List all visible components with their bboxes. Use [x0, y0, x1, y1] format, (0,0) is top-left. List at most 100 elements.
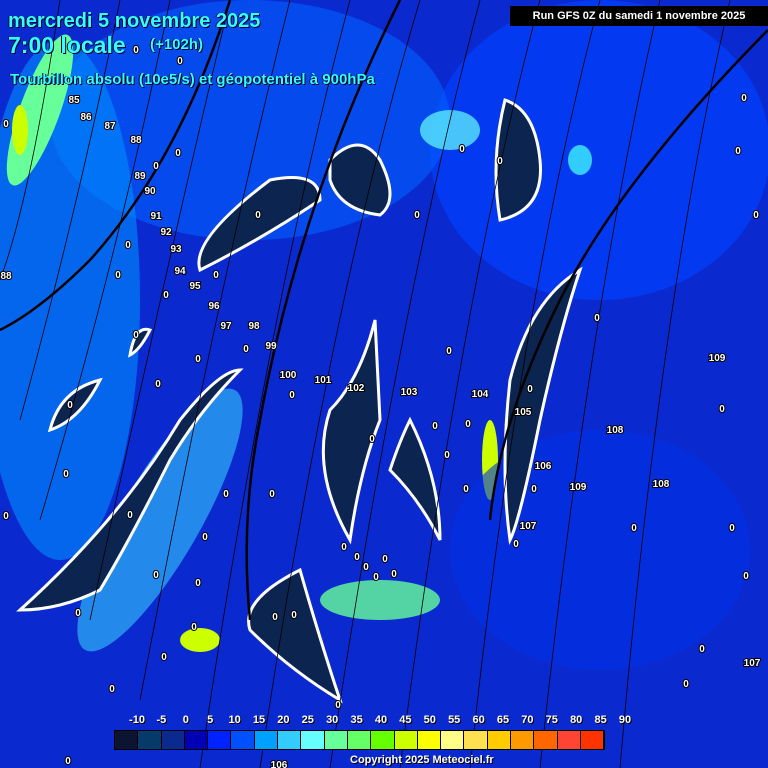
legend-swatch	[394, 731, 418, 749]
legend-label: -10	[129, 714, 145, 726]
vorticity-zero-label: 0	[289, 390, 295, 401]
legend-swatch	[347, 731, 372, 749]
geopotential-label: 107	[520, 521, 537, 532]
vorticity-zero-label: 0	[213, 270, 219, 281]
vorticity-zero-label: 0	[373, 572, 379, 583]
legend-label: 65	[496, 714, 510, 726]
legend-label: 50	[423, 714, 436, 726]
vorticity-zero-label: 0	[743, 571, 749, 582]
legend-swatch	[301, 731, 325, 749]
legend-swatch	[138, 731, 162, 749]
geopotential-label: 102	[348, 383, 365, 394]
vorticity-zero-label: 0	[414, 210, 420, 221]
legend-swatch	[417, 731, 442, 749]
vorticity-zero-label: 0	[369, 434, 375, 445]
geopotential-label: 101	[315, 375, 332, 386]
geopotential-label: 106	[535, 461, 552, 472]
vorticity-zero-label: 0	[153, 570, 159, 581]
vorticity-zero-label: 0	[341, 542, 347, 553]
geopotential-label: 104	[472, 389, 489, 400]
geopotential-label: 92	[160, 227, 172, 238]
legend-label: 85	[594, 714, 607, 726]
vorticity-zero-label: 0	[459, 144, 465, 155]
vorticity-zero-label: 0	[63, 469, 69, 480]
legend-label: 55	[448, 714, 461, 726]
legend-swatch	[557, 731, 581, 749]
vorticity-zero-label: 0	[3, 511, 9, 522]
forecast-date: mercredi 5 novembre 2025	[8, 10, 261, 32]
vorticity-zero-labels: 0 0 0 0 0 0 0 0 0 0 0 0 0 0 0 0 0 0 0 0 0 0 0 0 0 0 0 0 0 0 0 0 0 0 0 0 0 0 0 0…	[2, 44, 760, 768]
vorticity-zero-label: 0	[719, 404, 725, 415]
vorticity-zero-label: 0	[195, 354, 201, 365]
vorticity-zero-label: 0	[444, 450, 450, 461]
vorticity-zero-label: 0	[729, 523, 735, 534]
vorticity-zero-label: 0	[735, 146, 741, 157]
geopotential-label: 89	[134, 171, 146, 182]
legend-label: 10	[228, 714, 241, 726]
vorticity-zero-label: 0	[465, 419, 471, 430]
legend-swatch	[231, 731, 255, 749]
legend-label: 15	[252, 714, 266, 726]
vorticity-zero-label: 0	[363, 562, 369, 573]
legend-label: -5	[156, 714, 167, 726]
vorticity-zero-label: 0	[177, 56, 183, 67]
map-title: Tourbillon absolu (10e5/s) et géopotenti…	[10, 71, 375, 88]
vorticity-zero-label: 0	[335, 700, 341, 711]
legend-swatch	[371, 731, 395, 749]
geopotential-label: 106	[271, 760, 288, 768]
vorticity-zero-label: 0	[683, 679, 689, 690]
geopotential-label: 86	[80, 112, 92, 123]
legend-swatch	[511, 731, 535, 749]
copyright: Copyright 2025 Meteociel.fr	[350, 754, 494, 766]
legend-swatch	[324, 731, 348, 749]
geopotential-label: 108	[653, 479, 670, 490]
geopotential-label: 100	[280, 370, 297, 381]
geopotential-label: 94	[174, 266, 186, 277]
legend-label: 75	[545, 714, 558, 726]
vorticity-zero-label: 0	[191, 622, 197, 633]
legend-swatch	[161, 731, 185, 749]
vorticity-zero-label: 0	[631, 523, 637, 534]
vorticity-zero-label: 0	[446, 346, 452, 357]
geopotential-label: 88	[0, 271, 12, 282]
geopotential-label: 87	[104, 121, 116, 132]
geopotential-label: 108	[607, 425, 624, 436]
geopotential-label: 97	[220, 321, 232, 332]
geopotential-label: 85	[68, 95, 80, 106]
vorticity-zero-label: 0	[195, 578, 201, 589]
geopotential-label: 107	[744, 658, 761, 669]
geopotential-label: 99	[265, 341, 277, 352]
legend-label: 20	[277, 714, 290, 726]
vorticity-zero-label: 0	[513, 539, 519, 550]
vorticity-zero-label: 0	[163, 290, 169, 301]
legend-label: 70	[521, 714, 534, 726]
legend-label: 45	[399, 714, 412, 726]
legend-label: 0	[182, 714, 189, 726]
legend-swatch	[487, 731, 512, 749]
vorticity-zero-label: 0	[531, 484, 537, 495]
vorticity-zero-label: 0	[432, 421, 438, 432]
vorticity-zero-label: 0	[175, 148, 181, 159]
vorticity-zero-label: 0	[223, 489, 229, 500]
vorticity-zero-label: 0	[699, 644, 705, 655]
legend-swatch	[278, 731, 302, 749]
legend-swatch	[580, 731, 605, 749]
geopotential-label: 90	[144, 186, 156, 197]
legend-swatch	[115, 731, 139, 749]
vorticity-zero-label: 0	[109, 684, 115, 695]
legend-label: 35	[350, 714, 363, 726]
legend-swatch	[534, 731, 558, 749]
vorticity-zero-label: 0	[594, 313, 600, 324]
legend-swatch	[184, 731, 209, 749]
vorticity-zero-label: 0	[133, 330, 139, 341]
vorticity-zero-label: 0	[255, 210, 261, 221]
legend-label: 5	[207, 714, 214, 726]
geopotential-contours	[0, 0, 731, 768]
negative-vorticity-areas	[16, 98, 583, 704]
vorticity-zero-label: 0	[497, 156, 503, 167]
geopotential-label: 93	[170, 244, 182, 255]
vorticity-zero-label: 0	[269, 489, 275, 500]
vorticity-zero-label: 0	[155, 379, 161, 390]
legend-swatch	[464, 731, 488, 749]
